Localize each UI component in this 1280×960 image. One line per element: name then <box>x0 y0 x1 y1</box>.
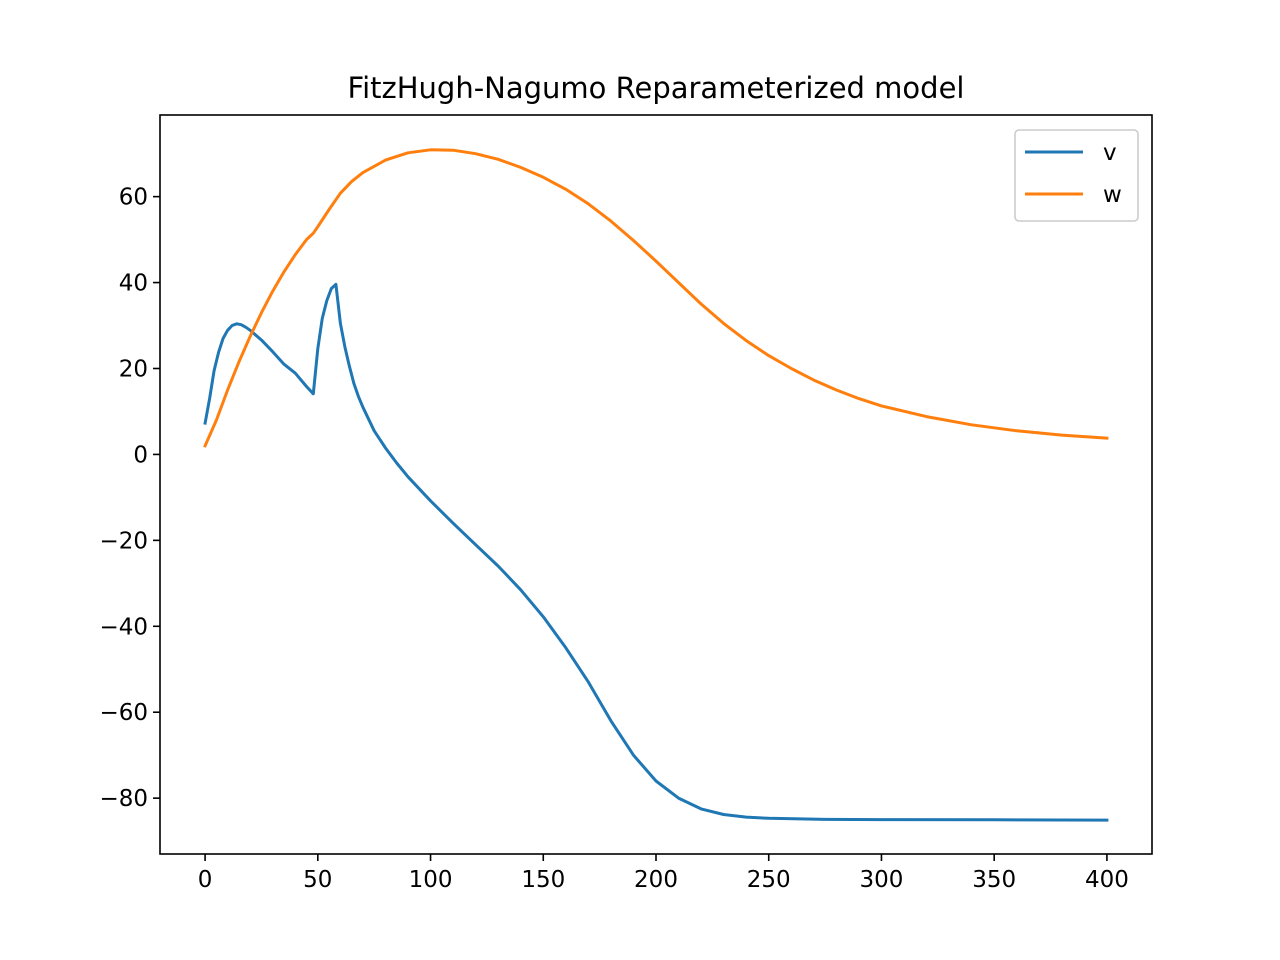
y-tick-label: 20 <box>119 356 148 382</box>
x-tick-label: 150 <box>521 867 565 893</box>
y-tick-label: −80 <box>99 786 148 812</box>
x-tick-label: 250 <box>747 867 791 893</box>
legend: v w <box>1014 129 1139 222</box>
series-layer <box>203 148 1109 822</box>
chart-title: FitzHugh-Nagumo Reparameterized model <box>348 71 965 105</box>
x-axis: 0 50 100 150 200 250 300 350 400 <box>198 854 1129 893</box>
x-tick-label: 300 <box>860 867 904 893</box>
series-line-w <box>203 148 1109 448</box>
y-tick-label: −60 <box>99 700 148 726</box>
x-tick-label: 200 <box>634 867 678 893</box>
x-tick-label: 400 <box>1085 867 1129 893</box>
series-line-v <box>203 282 1109 822</box>
x-tick-label: 100 <box>409 867 453 893</box>
y-tick-label: 0 <box>133 442 148 468</box>
y-axis: −80 −60 −40 −20 0 20 40 60 <box>99 185 160 812</box>
y-tick-label: −20 <box>99 528 148 554</box>
y-tick-label: 40 <box>119 271 148 297</box>
x-tick-label: 50 <box>303 867 332 893</box>
legend-label-v: v <box>1103 140 1117 166</box>
y-tick-label: 60 <box>119 185 148 211</box>
legend-label-w: w <box>1103 182 1122 208</box>
x-tick-label: 0 <box>198 867 213 893</box>
y-tick-label: −40 <box>99 614 148 640</box>
x-tick-label: 350 <box>972 867 1016 893</box>
